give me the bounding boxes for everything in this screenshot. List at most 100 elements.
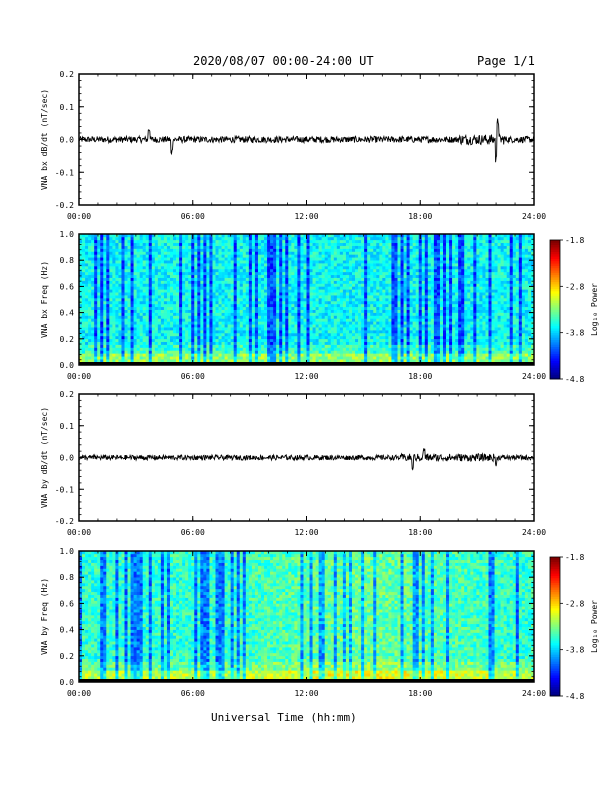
heat-cell [333, 263, 338, 267]
heat-cell [148, 356, 153, 360]
heat-cell [248, 335, 253, 340]
heat-cell [118, 245, 122, 249]
heat-cell [218, 350, 222, 354]
heat-cell [385, 248, 389, 252]
heat-cell [361, 292, 365, 296]
heat-cell [324, 266, 329, 270]
heat-cell [179, 242, 183, 246]
heat-cell [370, 268, 374, 273]
heat-cell [233, 295, 238, 299]
heat-cell [239, 260, 244, 264]
heat-cell [327, 242, 332, 246]
heat-cell [79, 315, 83, 319]
heat-cell [364, 234, 368, 238]
heat-cell [333, 298, 338, 302]
heat-cell [324, 245, 329, 249]
heat-cell [367, 332, 371, 337]
heat-cell [97, 254, 101, 258]
heat-cell [361, 266, 365, 270]
heat-cell [160, 353, 165, 357]
heat-cell [209, 266, 213, 270]
heat-cell [109, 315, 113, 319]
heat-cell [324, 309, 329, 313]
heat-cell [176, 271, 180, 276]
heat-cell [115, 274, 119, 278]
heat-cell [315, 239, 319, 244]
heat-cell [215, 254, 219, 258]
heat-cell [221, 236, 225, 241]
heat-cell [257, 271, 262, 276]
heat-cell [318, 257, 322, 261]
heat-cell [297, 353, 301, 357]
heat-cell [403, 341, 407, 345]
heat-cell [403, 330, 407, 334]
heat-cell [221, 234, 225, 238]
heat-cell [154, 318, 159, 322]
heat-cell [242, 318, 247, 322]
heat-cell [273, 280, 277, 284]
heat-cell [342, 268, 347, 273]
heat-cell [297, 303, 301, 308]
heat-cell [276, 277, 280, 281]
heat-cell [230, 280, 234, 284]
heat-cell [333, 236, 338, 241]
heat-cell [215, 236, 219, 241]
heat-cell [403, 236, 407, 241]
heat-cell [264, 260, 268, 264]
heat-cell [394, 277, 398, 281]
heat-cell [327, 324, 332, 328]
y-tick-label: 0.1 [60, 103, 75, 112]
heat-cell [315, 324, 319, 328]
heat-cell [297, 312, 301, 316]
heat-cell [382, 239, 386, 244]
heat-cell [194, 234, 198, 238]
heat-cell [355, 248, 359, 252]
heat-cell [385, 350, 389, 354]
heat-cell [109, 298, 113, 302]
heat-cell [373, 303, 377, 308]
heat-cell [303, 300, 307, 305]
heat-cell [215, 306, 219, 310]
heat-cell [276, 341, 280, 345]
heat-cell [239, 263, 244, 267]
heat-cell [157, 306, 162, 310]
heat-cell [200, 274, 204, 278]
heat-cell [103, 344, 107, 348]
heat-cell [257, 324, 262, 328]
heat-cell [282, 295, 286, 299]
heat-cell [264, 353, 268, 357]
heat-cell [330, 347, 335, 351]
heat-cell [221, 248, 225, 252]
heat-cell [121, 330, 125, 334]
heat-cell [400, 286, 404, 290]
heat-cell [379, 306, 383, 310]
heat-cell [330, 260, 335, 264]
heat-cell [273, 306, 277, 310]
heat-cell [339, 338, 344, 343]
heat-cell [291, 271, 295, 276]
heat-cell [170, 268, 174, 273]
heat-cell [148, 257, 153, 261]
heat-cell [282, 341, 286, 345]
heat-cell [376, 321, 380, 325]
heat-cell [348, 292, 353, 296]
heat-cell [182, 242, 186, 246]
heat-cell [385, 274, 389, 278]
heat-cell [197, 242, 201, 246]
heat-cell [364, 303, 368, 308]
heat-cell [254, 318, 259, 322]
heat-cell [373, 359, 377, 363]
heat-cell [160, 251, 165, 255]
heat-cell [242, 234, 247, 238]
heat-cell [133, 315, 137, 319]
heat-cell [254, 315, 259, 319]
heat-cell [339, 234, 344, 238]
heat-cell [391, 341, 395, 345]
heat-cell [300, 359, 304, 363]
heat-cell [300, 260, 304, 264]
heat-cell [160, 277, 165, 281]
heat-cell [142, 324, 147, 328]
heat-cell [270, 260, 274, 264]
heat-cell [148, 347, 153, 351]
heat-cell [248, 341, 253, 345]
